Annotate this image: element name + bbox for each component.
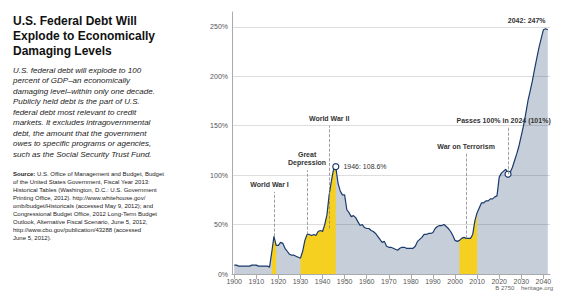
svg-text:1980: 1980 [403,278,419,285]
svg-text:federal debt most relevant to: federal debt most relevant to credit [13,108,137,117]
svg-text:debt, the amount that the gove: debt, the amount that the government [13,129,147,138]
svg-text:Historical Tables (Washington,: Historical Tables (Washington, D.C.: U.S… [13,187,157,193]
svg-text:1990: 1990 [425,278,441,285]
svg-text:of the United States Governmen: of the United States Government, Fiscal … [13,179,150,185]
svg-text:U.S. federal debt will explode: U.S. federal debt will explode to 100 [13,66,142,75]
svg-text:1960: 1960 [359,278,375,285]
svg-text:50%: 50% [214,221,228,228]
svg-text:Passes 100% in 2024 (101%): Passes 100% in 2024 (101%) [457,117,551,125]
svg-text:1940: 1940 [315,278,331,285]
svg-text:Great: Great [298,151,317,158]
svg-text:owes to specific programs or a: owes to specific programs or agencies, [13,139,151,148]
svg-text:2000: 2000 [447,278,463,285]
svg-text:June 5, 2012).: June 5, 2012). [13,235,52,241]
svg-text:Damaging Levels: Damaging Levels [13,44,112,58]
svg-text:World War I: World War I [250,181,289,188]
svg-text:markets. It excludes intragove: markets. It excludes intragovernmental [13,118,151,127]
svg-text:2042: 247%: 2042: 247% [508,17,547,24]
svg-text:U.S. Office of Management and: U.S. Office of Management and Budget, Bu… [35,171,164,177]
svg-text:Printing Office, 2012). http:/: Printing Office, 2012). http://www.white… [13,195,146,201]
svg-text:Outlook, Alternative Fiscal Sc: Outlook, Alternative Fiscal Scenario, Ju… [13,219,148,225]
svg-text:Source:: Source: [13,171,35,177]
svg-text:1946: 108.6%: 1946: 108.6% [343,163,386,170]
svg-text:B 2750 heritage.org: B 2750 heritage.org [495,285,553,291]
svg-text:2010: 2010 [469,278,485,285]
svg-text:Publicly held debt is the part: Publicly held debt is the part of U.S. [13,97,140,106]
svg-text:1950: 1950 [337,278,353,285]
svg-text:250%: 250% [210,23,228,30]
svg-text:100%: 100% [210,172,228,179]
svg-text:Congressional Budget Office, 2: Congressional Budget Office, 2012 Long-T… [13,211,157,217]
svg-text:1930: 1930 [293,278,309,285]
svg-text:War on Terrorism: War on Terrorism [437,143,495,150]
svg-text:1970: 1970 [381,278,397,285]
svg-text:2040: 2040 [536,278,552,285]
svg-text:such as the Social Security Tr: such as the Social Security Trust Fund. [13,150,152,159]
svg-text:1920: 1920 [271,278,287,285]
svg-text:Explode to Economically: Explode to Economically [13,29,155,43]
svg-text:Depression: Depression [288,159,326,167]
svg-text:omb/budget/Historicals (access: omb/budget/Historicals (accessed May 9, … [13,203,153,209]
svg-text:1900: 1900 [226,278,242,285]
svg-text:U.S. Federal Debt Will: U.S. Federal Debt Will [13,14,137,28]
svg-text:2020: 2020 [491,278,507,285]
svg-text:200%: 200% [210,73,228,80]
svg-text:damaging level–within only one: damaging level–within only one decade. [13,87,155,96]
svg-text:World War II: World War II [309,115,350,122]
svg-text:1910: 1910 [249,278,265,285]
svg-text:percent of GDP–an economically: percent of GDP–an economically [12,76,131,85]
svg-text:2030: 2030 [514,278,530,285]
svg-text:150%: 150% [210,122,228,129]
svg-text:0%: 0% [218,271,228,278]
svg-text:http://www.cbo.gov/publication: http://www.cbo.gov/publication/43288 (ac… [13,227,141,233]
